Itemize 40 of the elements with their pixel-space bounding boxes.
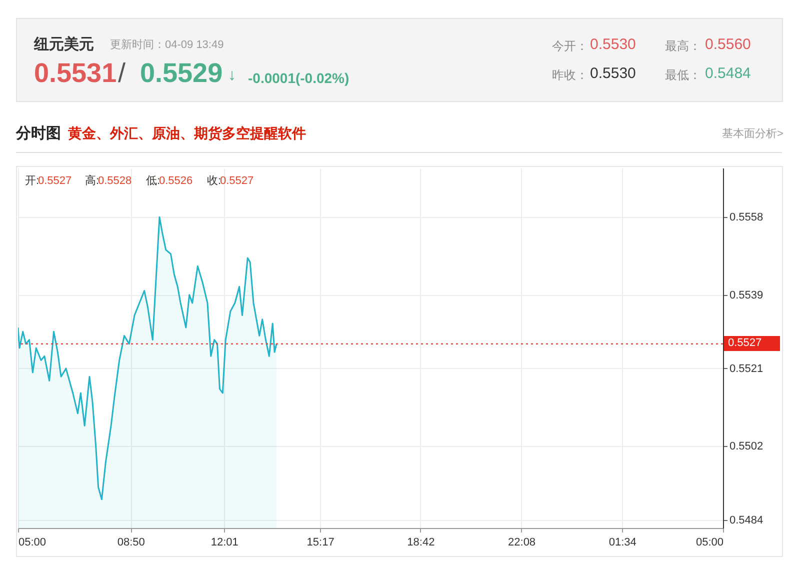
x-tick-label: 01:34 (608, 536, 636, 548)
text: 今开： (552, 39, 588, 53)
text: 黄金、外汇、原油、期货多空提醒软件 (68, 125, 306, 141)
x-tick-label: 18:42 (407, 536, 435, 548)
text: 最低： (665, 68, 701, 82)
text: 0.5560 (705, 36, 751, 53)
chart-title: 纽元美元 (34, 36, 94, 53)
x-tick-label: 12:01 (210, 536, 238, 548)
ref-line-label: 0.5527 (724, 336, 780, 352)
y-tick-label: 0.5502 (730, 440, 764, 453)
text: 0.5529 (140, 58, 223, 88)
annotation: 高: (85, 175, 100, 187)
x-tick-label: 08:50 (117, 536, 145, 548)
text: 昨收： (552, 68, 588, 82)
annotation: 0.5527 (38, 175, 72, 187)
text: 最高： (665, 39, 701, 53)
y-tick-label: 0.5539 (730, 289, 764, 302)
annotation: 低: (146, 175, 160, 187)
annotation: 0.5528 (98, 175, 132, 187)
text: 基本面分析> (722, 128, 784, 140)
text: 0.5530 (590, 65, 636, 82)
text: ↓ (228, 67, 236, 84)
text: 0.5484 (705, 65, 751, 82)
x-tick-label: 05:00 (696, 536, 724, 548)
y-tick-label: 0.5484 (730, 514, 764, 526)
annotation: 0.5527 (220, 175, 254, 187)
y-tick-label: 0.5521 (730, 362, 764, 375)
text: 0.5531 (34, 58, 117, 88)
text: -0.0001(-0.02%) (248, 70, 350, 86)
annotation: 开: (25, 175, 40, 187)
text: 分时图 (16, 125, 61, 142)
text: 0.5530 (590, 36, 636, 53)
y-tick-label: 0.5558 (730, 212, 764, 224)
chart-subtitle: 更新时间：04-09 13:49 (110, 39, 224, 51)
annotation: 收: (207, 175, 222, 187)
x-tick-label: 22:08 (508, 536, 536, 548)
annotation: 0.5526 (159, 175, 193, 187)
x-tick-label: 05:00 (18, 536, 46, 548)
text: / (118, 58, 126, 88)
x-tick-label: 15:17 (306, 536, 334, 548)
